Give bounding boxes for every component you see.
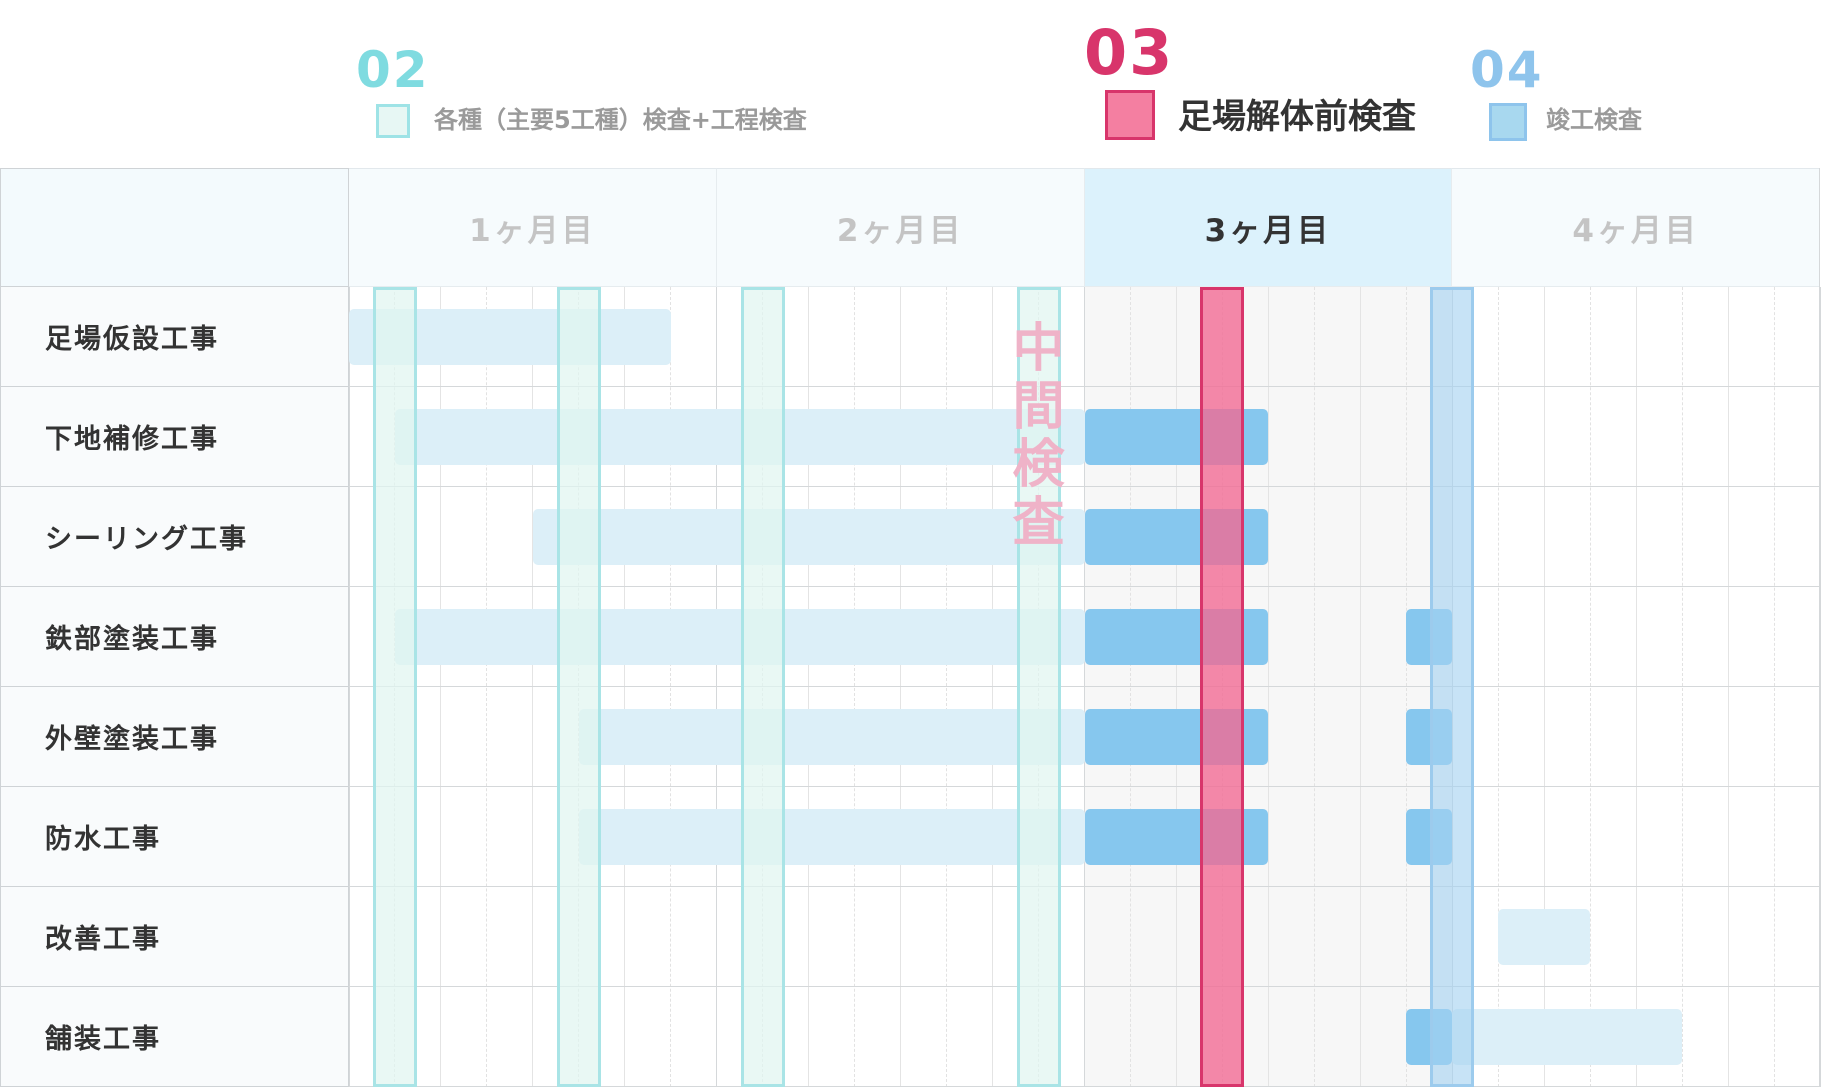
row-label-1: 足場仮設工事 — [0, 287, 349, 387]
month-gridline — [716, 287, 718, 1087]
week-gridline — [1543, 287, 1545, 1087]
inspection-column-02 — [740, 287, 785, 1087]
week-gridline — [992, 287, 994, 1087]
row-separator — [349, 686, 1820, 687]
row-separator — [349, 786, 1820, 787]
task-bar-planned — [394, 409, 1085, 465]
chart-right-border — [1819, 168, 1820, 1087]
week-gridline — [440, 287, 442, 1087]
week-gridline — [1727, 287, 1729, 1087]
row-separator — [349, 586, 1820, 587]
row-separator — [349, 1086, 1820, 1087]
week-gridline — [854, 287, 856, 1087]
week-gridline — [900, 287, 902, 1087]
week-gridline — [1267, 287, 1269, 1087]
inspection-column-04 — [1430, 287, 1475, 1087]
inspection-column-02 — [556, 287, 601, 1087]
month-header-2: 2ヶ月目 — [716, 168, 1085, 287]
task-bar-planned — [532, 509, 1085, 565]
row-separator — [349, 886, 1820, 887]
week-gridline — [1681, 287, 1683, 1087]
midterm-inspection-label: 中間検査 — [1009, 323, 1069, 555]
legend-number: 04 — [1470, 41, 1544, 99]
row-label-3: シーリング工事 — [0, 487, 349, 587]
task-bar-planned — [578, 709, 1085, 765]
legend-number: 02 — [356, 41, 430, 99]
inspection-column-02 — [372, 287, 417, 1087]
row-label-7: 改善工事 — [0, 887, 349, 987]
header-corner — [0, 168, 349, 287]
month-header-4: 4ヶ月目 — [1452, 168, 1820, 287]
week-gridline — [1589, 287, 1591, 1087]
week-gridline — [946, 287, 948, 1087]
row-label-5: 外壁塗装工事 — [0, 687, 349, 787]
week-gridline — [486, 287, 488, 1087]
midterm-label-char: 中 — [1012, 319, 1065, 379]
row-label-4: 鉄部塗装工事 — [0, 587, 349, 687]
row-label-8: 舗装工事 — [0, 987, 349, 1087]
midterm-label-char: 検 — [1012, 435, 1065, 495]
week-gridline — [1129, 287, 1131, 1087]
row-label-2: 下地補修工事 — [0, 387, 349, 487]
row-separator — [349, 986, 1820, 987]
week-gridline — [1175, 287, 1177, 1087]
week-gridline — [1773, 287, 1775, 1087]
week-gridline — [532, 287, 534, 1087]
week-gridline — [1405, 287, 1407, 1087]
task-bar-planned — [1452, 1009, 1683, 1065]
legend-number: 03 — [1084, 16, 1175, 89]
month-gridline — [348, 287, 350, 1087]
week-gridline — [1635, 287, 1637, 1087]
legend-label: 竣工検査 — [1546, 106, 1642, 134]
row-separator — [349, 486, 1820, 487]
legend-swatch — [376, 104, 410, 138]
midterm-label-char: 間 — [1012, 377, 1065, 437]
row-label-6: 防水工事 — [0, 787, 349, 887]
task-bar-planned — [1498, 909, 1591, 965]
legend-swatch — [1105, 90, 1155, 140]
inspection-column-02 — [1016, 287, 1061, 1087]
week-gridline — [808, 287, 810, 1087]
legend-label: 足場解体前検査 — [1178, 97, 1416, 137]
month-header-3: 3ヶ月目 — [1084, 168, 1453, 287]
task-bar-planned — [394, 609, 1085, 665]
week-gridline — [670, 287, 672, 1087]
month-header-1: 1ヶ月目 — [349, 168, 717, 287]
week-gridline — [624, 287, 626, 1087]
legend-label: 各種（主要5工種）検査+工程検査 — [434, 106, 807, 134]
month-gridline — [1819, 287, 1821, 1087]
week-gridline — [1359, 287, 1361, 1087]
week-gridline — [1497, 287, 1499, 1087]
inspection-column-03 — [1200, 287, 1245, 1087]
row-separator — [349, 386, 1820, 387]
legend-swatch — [1489, 103, 1527, 141]
month-gridline — [1084, 287, 1085, 1087]
midterm-label-char: 査 — [1012, 493, 1065, 553]
task-bar-planned — [578, 809, 1085, 865]
week-gridline — [1313, 287, 1315, 1087]
